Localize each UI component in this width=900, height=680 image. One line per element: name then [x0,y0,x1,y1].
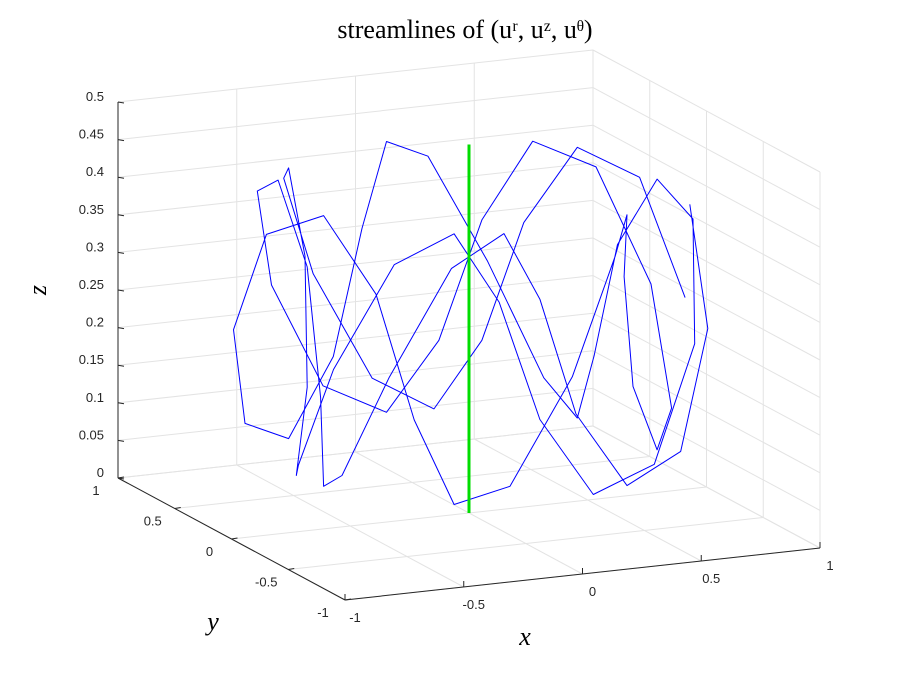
z-tick-label: 0.2 [86,315,104,330]
grid-line [592,87,821,211]
y-tick-label: 1 [92,483,99,498]
grid-line [117,425,594,479]
z-tick [117,101,125,104]
z-axis-label: z [23,285,52,296]
z-tick-label: 0.15 [79,352,104,367]
z-tick [117,439,125,442]
z-tick [117,289,125,292]
y-tick [174,507,181,509]
z-tick [117,364,125,367]
x-tick-label: -1 [349,610,361,625]
grid-line [117,387,594,441]
z-tick [117,139,125,142]
grid-line [117,350,594,404]
y-tick-label: 0.5 [144,514,162,529]
grid-line [592,124,821,248]
grid-line [592,425,821,549]
chart-title: streamlines of (uʳ, uᶻ, uᶿ) [337,15,592,44]
z-tick [117,477,125,480]
series-line [233,140,709,505]
grid-line [592,49,821,173]
grid-line [117,199,594,253]
z-tick-label: 0.25 [79,277,104,292]
z-tick-label: 0.35 [79,202,104,217]
grid-line [592,312,821,436]
grid-line [592,350,821,474]
x-tick-label: 0.5 [702,571,720,586]
x-tick-label: -0.5 [463,597,485,612]
z-tick-label: 0 [97,465,104,480]
y-tick [344,598,352,601]
z-tick-label: 0.45 [79,127,104,142]
grid-line [117,87,594,141]
grid-line [117,49,594,103]
y-tick-label: -1 [317,605,329,620]
y-tick [288,568,295,570]
z-tick [117,176,125,179]
z-tick-label: 0.5 [86,89,104,104]
z-tick [117,251,125,254]
x-axis-label: x [518,622,531,651]
z-tick-label: 0.1 [86,390,104,405]
y-tick [231,537,238,540]
grid-line [174,456,650,509]
x-tick-label: 1 [826,558,833,573]
y-axis-label: y [204,607,219,636]
z-tick-label: 0.3 [86,239,104,254]
z-tick [117,327,125,330]
grid-line [592,199,821,323]
z-tick [117,402,125,405]
z-tick-label: 0.4 [86,164,104,179]
grid-line [117,124,594,178]
grid-line [117,312,594,366]
y-tick-label: -0.5 [255,575,277,590]
x-tick-label: 0 [589,584,596,599]
grid-line [592,162,821,286]
y-tick-label: 0 [206,544,213,559]
z-tick-label: 0.05 [79,427,104,442]
grid-line [592,237,821,361]
grid-line [288,517,764,570]
grid-line [117,275,594,329]
grid-line [592,387,821,511]
z-tick [117,214,125,217]
grid-line [117,162,594,216]
